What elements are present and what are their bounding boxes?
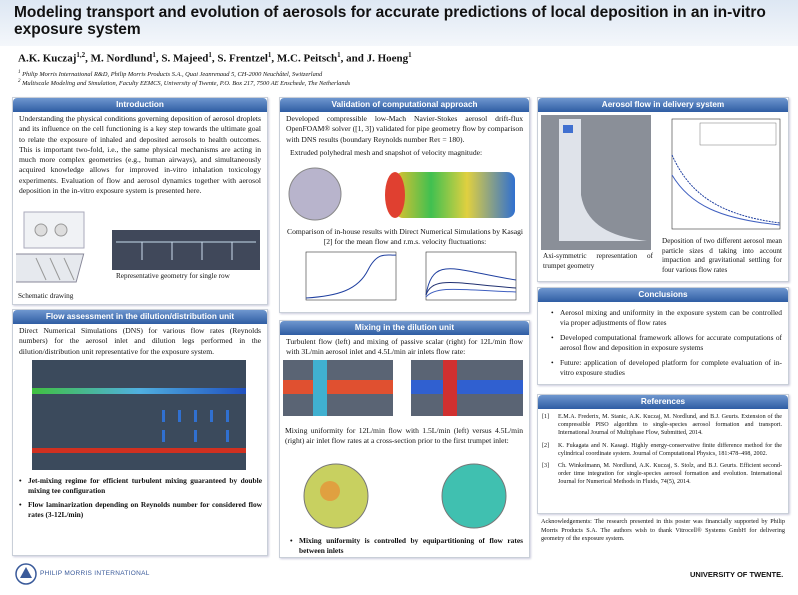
conclusions-panel: Conclusions Aerosol mixing and uniformit… xyxy=(537,287,789,385)
pmi-crest xyxy=(15,563,37,585)
section-heading: Mixing in the dilution unit xyxy=(280,321,529,335)
pmi-logo: PHILIP MORRIS INTERNATIONAL xyxy=(40,570,150,577)
comparison-text: Comparison of in-house results with Dire… xyxy=(287,227,523,247)
bullet: Flow laminarization depending on Reynold… xyxy=(16,500,262,520)
aff-text: Multiscale Modeling and Simulation, Facu… xyxy=(22,80,351,88)
mixing-text: Mixing uniformity for 12L/min flow with … xyxy=(285,426,523,446)
sep: , and xyxy=(340,52,367,65)
affiliation: 2 Multiscale Modeling and Simulation, Fa… xyxy=(18,79,350,87)
sep: , xyxy=(85,52,91,65)
reference: [2] K. Fukagata and N. Kasagi. Highly ene… xyxy=(542,442,782,458)
deposition-plot xyxy=(671,118,781,230)
caption: Representative geometry for single row xyxy=(116,272,230,280)
conclusion-bullets: Aerosol mixing and uniformity in the exp… xyxy=(548,308,782,378)
author-sup: 1 xyxy=(267,51,272,59)
author-sup: 1,2 xyxy=(76,51,86,59)
ref-text: Ch. Winkelmann, M. Nordlund, A.K. Kuczaj… xyxy=(558,463,782,486)
author: M.C. Peitsch xyxy=(276,52,338,65)
poster-title: Modeling transport and evolution of aero… xyxy=(14,4,766,38)
references-panel: References [1] E.M.A. Frederix, M. Stanic… xyxy=(537,394,789,514)
reference: [3] Ch. Winkelmann, M. Nordlund, A.K. Kuc… xyxy=(542,462,782,487)
dns-figure xyxy=(32,360,246,470)
ref-label: [2] xyxy=(542,442,550,449)
author: S. Frentzel xyxy=(217,52,268,65)
flow-text: Direct Numerical Simulations (DNS) for v… xyxy=(19,326,261,356)
author: S. Majeed xyxy=(161,52,209,65)
author-sup: 1 xyxy=(152,51,156,59)
caption: Deposition of two different aerosol mean… xyxy=(662,237,782,274)
ref-text: K. Fukagata and N. Kasagi. Highly energy… xyxy=(558,442,782,457)
mixing-text: Turbulent flow (left) and mixing of pass… xyxy=(286,337,523,357)
author: M. Nordlund xyxy=(90,52,153,65)
caption: Axi-symmetric representation of trumpet … xyxy=(543,252,653,270)
affiliation: 1 Philip Morris International R&D, Phili… xyxy=(18,70,322,78)
bullet: Developed computational framework allows… xyxy=(548,333,782,353)
ref-label: [3] xyxy=(542,463,550,470)
acknowledgment: Acknowledgements: The research presented… xyxy=(541,518,785,543)
reference-list: [1] E.M.A. Frederix, M. Stanic, A.K. Kucz… xyxy=(542,413,782,487)
section-heading: Introduction xyxy=(13,98,267,112)
flow-bullets: Jet-mixing regime for efficient turbulen… xyxy=(16,476,262,520)
sep: , xyxy=(211,52,218,65)
schematic-figure xyxy=(16,211,85,283)
mixing-bullets: Mixing uniformity is controlled by equip… xyxy=(287,536,523,556)
mesh-figure xyxy=(288,167,515,221)
trumpet-figure xyxy=(541,115,651,250)
aff-sup: 2 xyxy=(18,79,21,84)
section-heading: Validation of computational approach xyxy=(280,98,529,112)
validation-text: Developed compressible low-Mach Navier-S… xyxy=(286,114,523,144)
mixing-figure xyxy=(283,360,523,416)
mesh-text: Extruded polyhedral mesh and snapshot of… xyxy=(290,147,483,157)
section-heading: Flow assessment in the dilution/distribu… xyxy=(13,310,267,324)
ut-logo: UNIVERSITY OF TWENTE. xyxy=(690,570,784,579)
author-sup: 1 xyxy=(408,51,412,59)
ref-text: E.M.A. Frederix, M. Stanic, A.K. Kuczaj,… xyxy=(558,414,782,437)
author-sup: 1 xyxy=(208,51,212,59)
section-heading: Aerosol flow in delivery system xyxy=(538,98,788,112)
aff-text: Philip Morris International R&D, Philip … xyxy=(22,71,323,79)
aff-sup: 1 xyxy=(18,70,21,75)
uniformity-figure xyxy=(303,463,507,529)
bullet: Jet-mixing regime for efficient turbulen… xyxy=(16,476,262,496)
title-bar xyxy=(0,0,798,46)
authors: A.K. Kuczaj1,2, M. Nordlund1, S. Majeed1… xyxy=(18,51,412,65)
sep: , xyxy=(155,52,162,65)
reference: [1] E.M.A. Frederix, M. Stanic, A.K. Kucz… xyxy=(542,413,782,438)
section-heading: Conclusions xyxy=(538,288,788,302)
bullet: Mixing uniformity is controlled by equip… xyxy=(287,536,523,556)
caption: Schematic drawing xyxy=(18,292,74,300)
comparison-plots xyxy=(305,251,517,301)
section-heading: References xyxy=(538,395,788,409)
author: A.K. Kuczaj xyxy=(18,52,77,65)
ref-label: [1] xyxy=(542,414,550,420)
bullet: Aerosol mixing and uniformity in the exp… xyxy=(548,308,782,328)
bullet: Future: application of developed platfor… xyxy=(548,358,782,378)
author: J. Hoeng xyxy=(366,52,409,65)
intro-text: Understanding the physical conditions go… xyxy=(19,114,261,196)
geometry-figure xyxy=(112,230,260,270)
sep: , xyxy=(271,52,277,65)
author-sup: 1 xyxy=(337,51,341,59)
